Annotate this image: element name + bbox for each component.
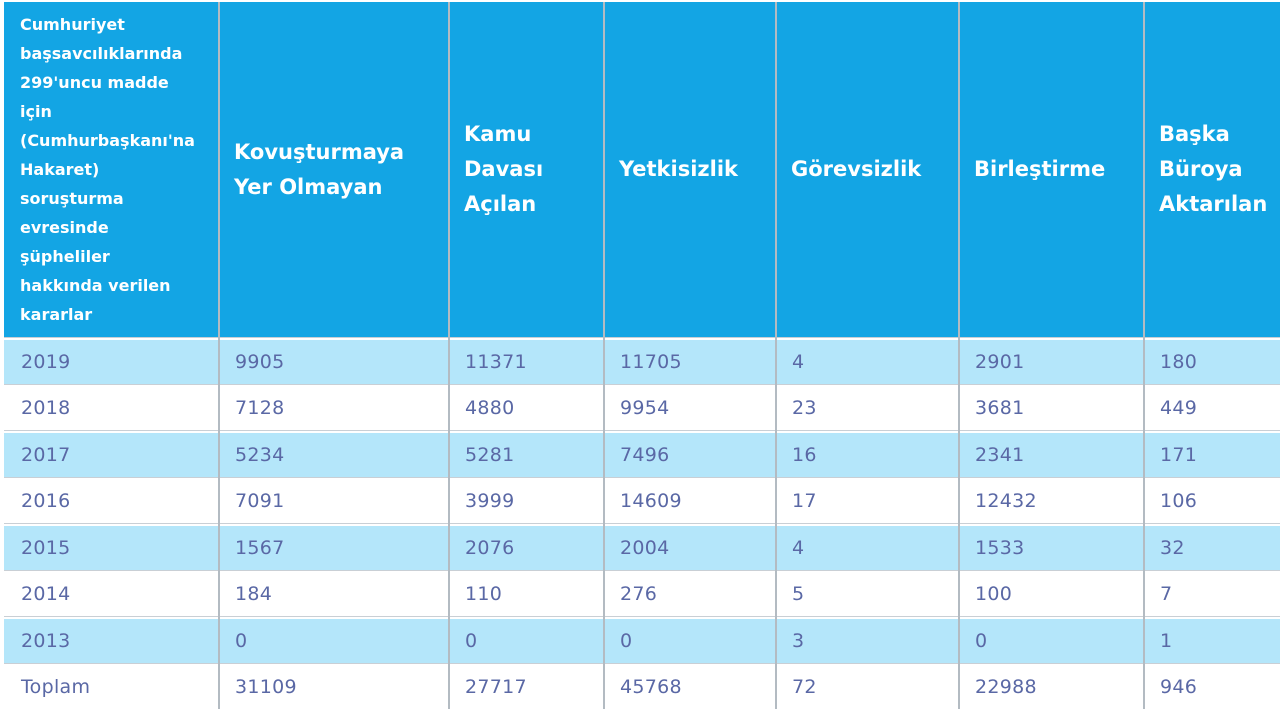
value-cell: 7091 xyxy=(235,490,285,513)
table-row-2013: 2013 0 0 0 3 0 1 xyxy=(4,616,1280,663)
column-header-kovusturmaya-yer-olmayan: Kovuşturmaya Yer Olmayan xyxy=(234,139,405,199)
value-cell: 180 xyxy=(1160,350,1198,373)
decisions-table: Cumhuriyet başsavcılıklarında 299'uncu m… xyxy=(4,2,1280,709)
value-cell: 3681 xyxy=(975,397,1025,420)
value-cell: 2341 xyxy=(975,443,1025,466)
value-cell: 184 xyxy=(235,583,273,606)
row-label: 2018 xyxy=(21,397,71,420)
value-cell: 27717 xyxy=(465,676,527,699)
value-cell: 17 xyxy=(792,490,817,513)
value-cell: 1567 xyxy=(235,536,285,559)
value-cell: 11705 xyxy=(620,350,682,373)
table-row-2017: 2017 5234 5281 7496 16 2341 171 xyxy=(4,430,1280,477)
value-cell: 3999 xyxy=(465,490,515,513)
value-cell: 946 xyxy=(1160,676,1198,699)
value-cell: 7128 xyxy=(235,397,285,420)
value-cell: 2076 xyxy=(465,536,515,559)
value-cell: 7 xyxy=(1160,583,1173,606)
value-cell: 7496 xyxy=(620,443,670,466)
table-row-2018: 2018 7128 4880 9954 23 3681 449 xyxy=(4,383,1280,430)
value-cell: 4 xyxy=(792,350,805,373)
row-label: 2019 xyxy=(21,350,71,373)
value-cell: 1533 xyxy=(975,536,1025,559)
table-row-2016: 2016 7091 3999 14609 17 12432 106 xyxy=(4,476,1280,523)
value-cell: 12432 xyxy=(975,490,1037,513)
value-cell: 31109 xyxy=(235,676,297,699)
value-cell: 22988 xyxy=(975,676,1037,699)
column-header-yetkisizlik: Yetkisizlik xyxy=(619,157,739,181)
row-label: 2015 xyxy=(21,536,71,559)
column-header-kararlar: Cumhuriyet başsavcılıklarında 299'uncu m… xyxy=(20,15,195,324)
value-cell: 0 xyxy=(620,629,633,652)
value-cell: 23 xyxy=(792,397,817,420)
value-cell: 100 xyxy=(975,583,1013,606)
value-cell: 2901 xyxy=(975,350,1025,373)
value-cell: 276 xyxy=(620,583,658,606)
column-header-baska-buroya-aktarilan: Başka Büroya Aktarılan xyxy=(1159,122,1268,216)
value-cell: 0 xyxy=(465,629,478,652)
value-cell: 110 xyxy=(465,583,503,606)
row-label: 2016 xyxy=(21,490,71,513)
value-cell: 5234 xyxy=(235,443,285,466)
row-label: 2017 xyxy=(21,443,71,466)
value-cell: 72 xyxy=(792,676,817,699)
table-header-row: Cumhuriyet başsavcılıklarında 299'uncu m… xyxy=(4,2,1280,337)
value-cell: 14609 xyxy=(620,490,682,513)
table-row-2015: 2015 1567 2076 2004 4 1533 32 xyxy=(4,523,1280,570)
row-label: 2013 xyxy=(21,629,71,652)
value-cell: 32 xyxy=(1160,536,1185,559)
value-cell: 449 xyxy=(1160,397,1198,420)
value-cell: 2004 xyxy=(620,536,670,559)
value-cell: 4 xyxy=(792,536,805,559)
column-header-kamu-davasi-acilan: Kamu Davası Açılan xyxy=(464,122,544,216)
row-label: 2014 xyxy=(21,583,71,606)
value-cell: 16 xyxy=(792,443,817,466)
column-header-gorevsizlik: Görevsizlik xyxy=(791,157,922,181)
value-cell: 171 xyxy=(1160,443,1198,466)
value-cell: 5 xyxy=(792,583,805,606)
value-cell: 5281 xyxy=(465,443,515,466)
value-cell: 11371 xyxy=(465,350,527,373)
value-cell: 0 xyxy=(975,629,988,652)
value-cell: 4880 xyxy=(465,397,515,420)
table-row-toplam: Toplam 31109 27717 45768 72 22988 946 xyxy=(4,662,1280,709)
value-cell: 0 xyxy=(235,629,248,652)
table-row-2014: 2014 184 110 276 5 100 7 xyxy=(4,569,1280,616)
value-cell: 9954 xyxy=(620,397,670,420)
value-cell: 9905 xyxy=(235,350,285,373)
value-cell: 1 xyxy=(1160,629,1173,652)
table-row-2019: 2019 9905 11371 11705 4 2901 180 xyxy=(4,337,1280,384)
value-cell: 3 xyxy=(792,629,805,652)
column-header-birlestirme: Birleştirme xyxy=(974,157,1106,181)
row-label: Toplam xyxy=(21,676,91,699)
value-cell: 45768 xyxy=(620,676,682,699)
value-cell: 106 xyxy=(1160,490,1198,513)
